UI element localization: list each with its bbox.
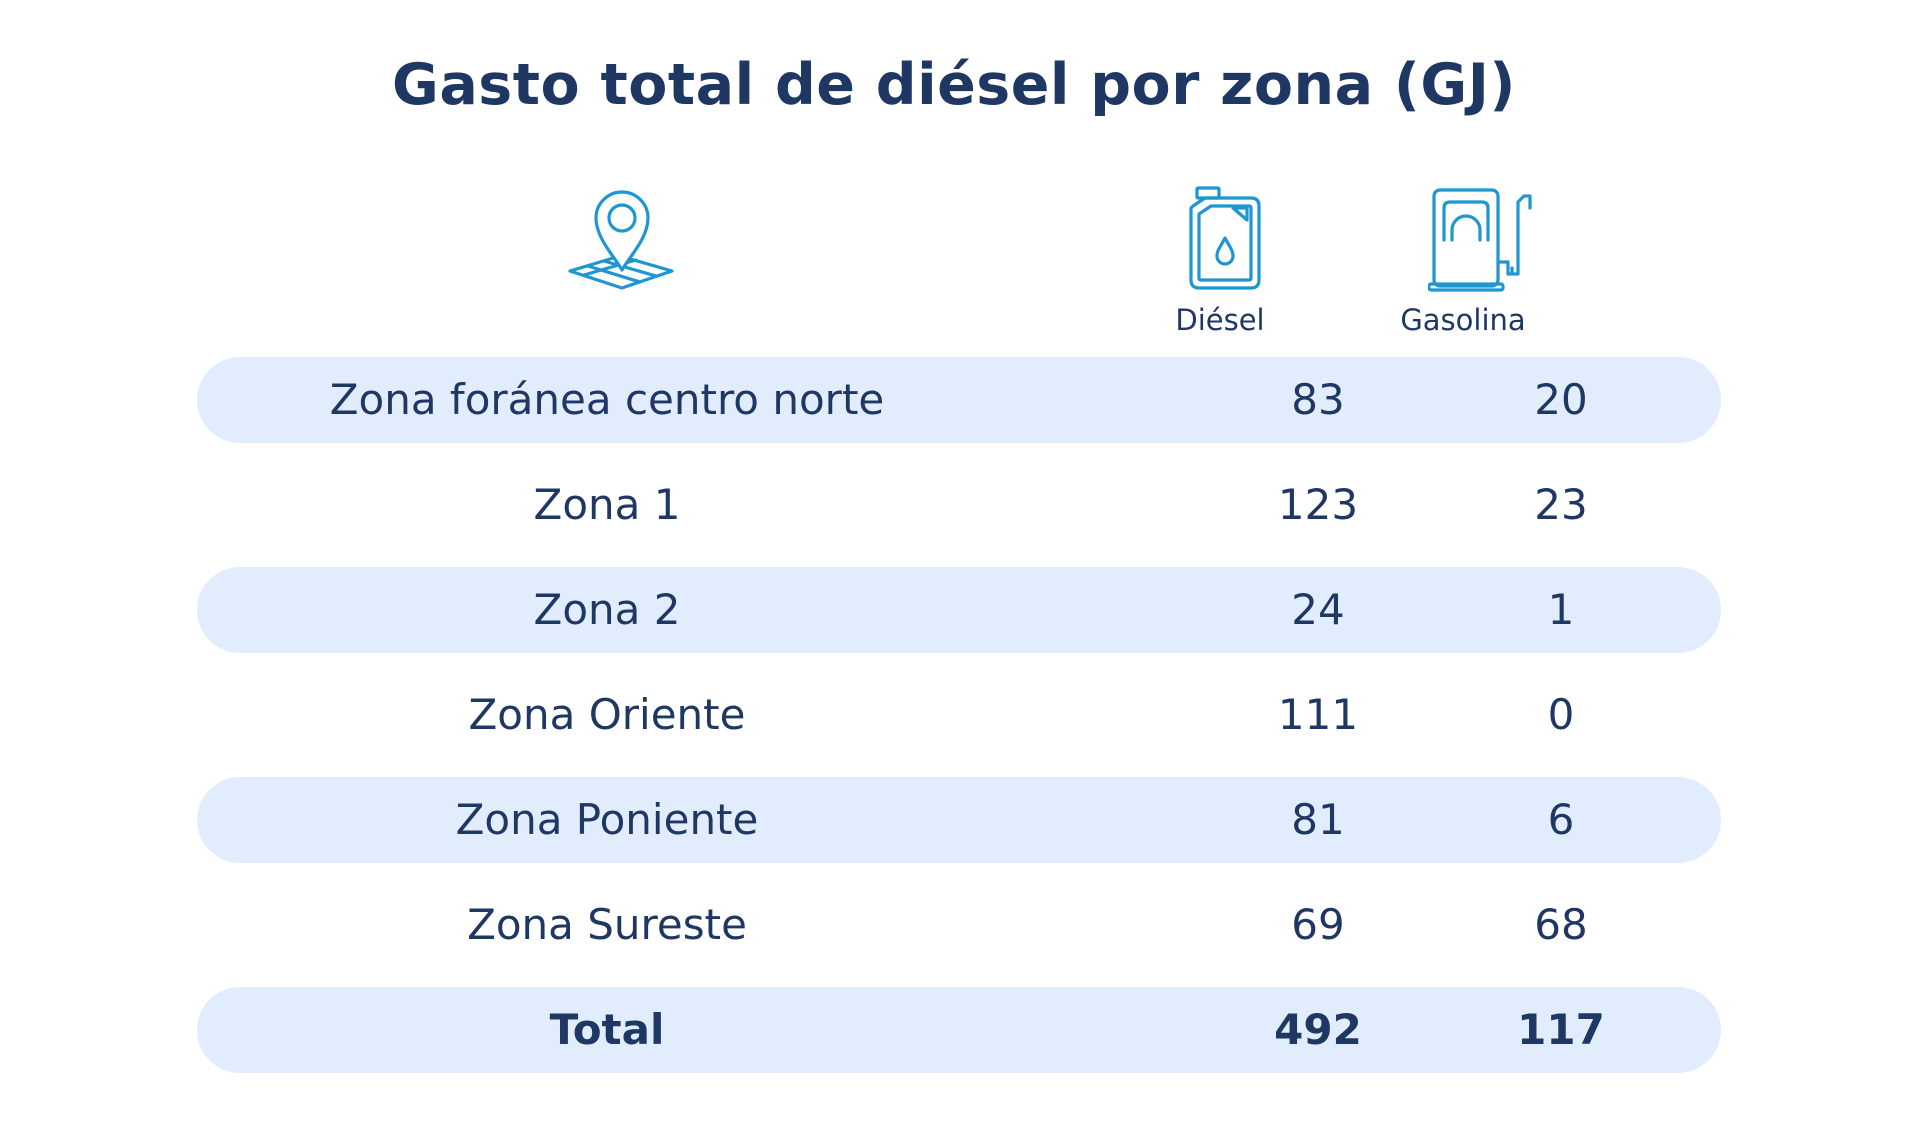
table-row: Zona 1 123 23: [197, 462, 1721, 548]
total-gasoline-value: 117: [1517, 1005, 1605, 1054]
total-row: Total 492 117: [197, 987, 1721, 1073]
zone-cell: Zona Sureste: [467, 900, 747, 949]
gasoline-value: 68: [1534, 900, 1588, 949]
zone-cell: Zona 1: [533, 480, 681, 529]
diesel-value: 81: [1291, 795, 1345, 844]
table-row: Zona 2 24 1: [197, 567, 1721, 653]
page-title: Gasto total de diésel por zona (GJ): [392, 52, 1516, 118]
gasoline-value: 20: [1534, 375, 1588, 424]
diesel-value: 111: [1277, 690, 1359, 739]
table-row: Zona Poniente 81 6: [197, 777, 1721, 863]
table-row: Zona Oriente 111 0: [197, 672, 1721, 758]
fuel-pump-icon: [1428, 186, 1540, 292]
gasoline-value: 23: [1534, 480, 1588, 529]
diesel-value: 83: [1291, 375, 1345, 424]
total-diesel-value: 492: [1274, 1005, 1362, 1054]
zone-cell: Zona Oriente: [468, 690, 746, 739]
fuel-canister-icon: [1185, 186, 1265, 292]
table-row: Zona Sureste 69 68: [197, 882, 1721, 968]
diesel-value: 69: [1291, 900, 1345, 949]
gasoline-value: 6: [1547, 795, 1575, 844]
map-pin-icon: [566, 186, 678, 296]
zone-cell: Zona Poniente: [455, 795, 759, 844]
zone-cell: Zona foránea centro norte: [329, 375, 885, 424]
diesel-value: 123: [1277, 480, 1359, 529]
column-header-diesel: Diésel: [1175, 303, 1265, 337]
column-header-gasoline: Gasolina: [1400, 303, 1526, 337]
zone-cell: Zona 2: [533, 585, 681, 634]
table-row: Zona foránea centro norte 83 20: [197, 357, 1721, 443]
diesel-value: 24: [1291, 585, 1345, 634]
total-label: Total: [549, 1005, 665, 1054]
gasoline-value: 0: [1547, 690, 1575, 739]
gasoline-value: 1: [1547, 585, 1575, 634]
